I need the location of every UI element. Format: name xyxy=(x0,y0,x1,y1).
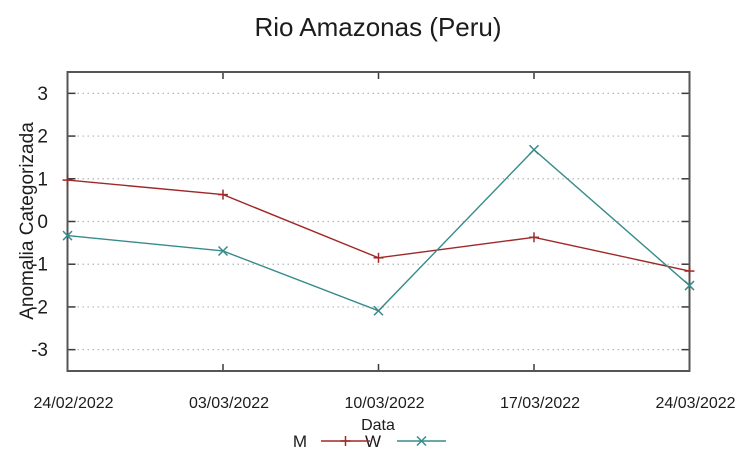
x-axis-label: Data xyxy=(361,417,395,434)
y-axis-label: Anomalia Categorizada xyxy=(17,122,38,320)
y-tick-label: 3 xyxy=(37,84,48,105)
chart-title: Rio Amazonas (Peru) xyxy=(254,12,501,42)
series-line-w xyxy=(67,148,690,312)
plot-generated-layer: -3 -2 -1 0 1 2 3 24/02/2022 03/03/2022 10/03/2022… xyxy=(31,71,736,412)
x-tick-label: 03/03/2022 xyxy=(189,395,269,412)
plot-border xyxy=(66,71,691,372)
y-tick-label: 0 xyxy=(37,212,48,233)
x-tick-label: 24/02/2022 xyxy=(33,395,113,412)
legend-samples-layer xyxy=(321,435,446,447)
y-tick-label: -1 xyxy=(31,255,48,276)
series-marker-w xyxy=(62,230,73,241)
y-tick-label: 1 xyxy=(37,169,48,190)
series-marker-w xyxy=(217,245,229,257)
legend-sample-marker-w xyxy=(416,435,427,447)
series-marker-w xyxy=(684,280,695,291)
series-marker-w xyxy=(528,144,540,155)
y-tick-label: -3 xyxy=(31,340,48,361)
series-marker-w xyxy=(373,305,384,316)
x-tick-label: 24/03/2022 xyxy=(655,395,735,412)
x-tick-label: 17/03/2022 xyxy=(500,395,580,412)
x-tick-label: 10/03/2022 xyxy=(344,395,424,412)
legend-label-w: W xyxy=(365,432,381,451)
y-tick-label: 2 xyxy=(37,127,48,148)
legend-label-m: M xyxy=(293,432,307,451)
y-tick-label: -2 xyxy=(31,297,48,318)
